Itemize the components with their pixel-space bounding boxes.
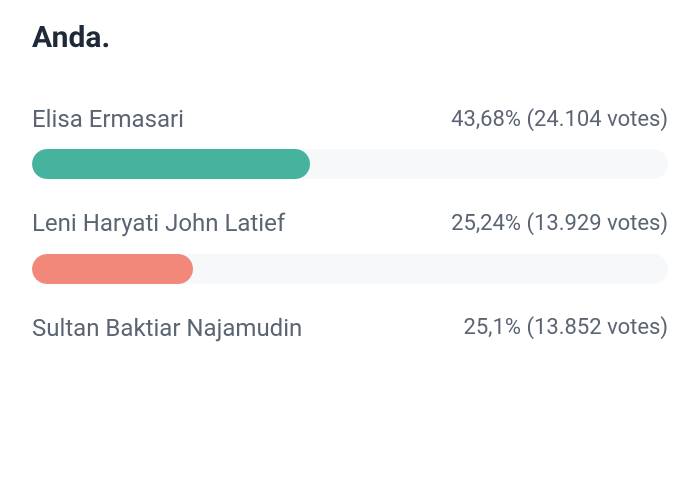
poll-item[interactable]: Leni Haryati John Latief 25,24% (13.929 … — [32, 207, 668, 283]
vote-info: 43,68% (24.104 votes) — [451, 107, 668, 132]
vote-info: 25,24% (13.929 votes) — [451, 211, 668, 236]
votes-label: (24.104 votes) — [526, 107, 668, 132]
candidate-name: Sultan Baktiar Najamudin — [32, 312, 302, 344]
bar-fill — [32, 149, 310, 179]
vote-info: 25,1% (13.852 votes) — [463, 315, 668, 340]
bar-fill — [32, 254, 193, 284]
votes-label: (13.929 votes) — [526, 211, 668, 236]
percent-label: 43,68% — [451, 107, 521, 132]
votes-label: (13.852 votes) — [526, 315, 668, 340]
candidate-name: Leni Haryati John Latief — [32, 207, 285, 239]
bar-track — [32, 254, 668, 284]
poll-item-header: Sultan Baktiar Najamudin 25,1% (13.852 v… — [32, 312, 668, 344]
page-title: Anda. — [32, 20, 668, 55]
percent-label: 25,24% — [451, 211, 521, 236]
poll-item[interactable]: Elisa Ermasari 43,68% (24.104 votes) — [32, 103, 668, 179]
bar-track — [32, 149, 668, 179]
poll-container: Anda. Elisa Ermasari 43,68% (24.104 vote… — [0, 0, 700, 392]
percent-label: 25,1% — [463, 315, 521, 340]
poll-item-header: Leni Haryati John Latief 25,24% (13.929 … — [32, 207, 668, 239]
candidate-name: Elisa Ermasari — [32, 103, 184, 135]
poll-item[interactable]: Sultan Baktiar Najamudin 25,1% (13.852 v… — [32, 312, 668, 344]
poll-item-header: Elisa Ermasari 43,68% (24.104 votes) — [32, 103, 668, 135]
